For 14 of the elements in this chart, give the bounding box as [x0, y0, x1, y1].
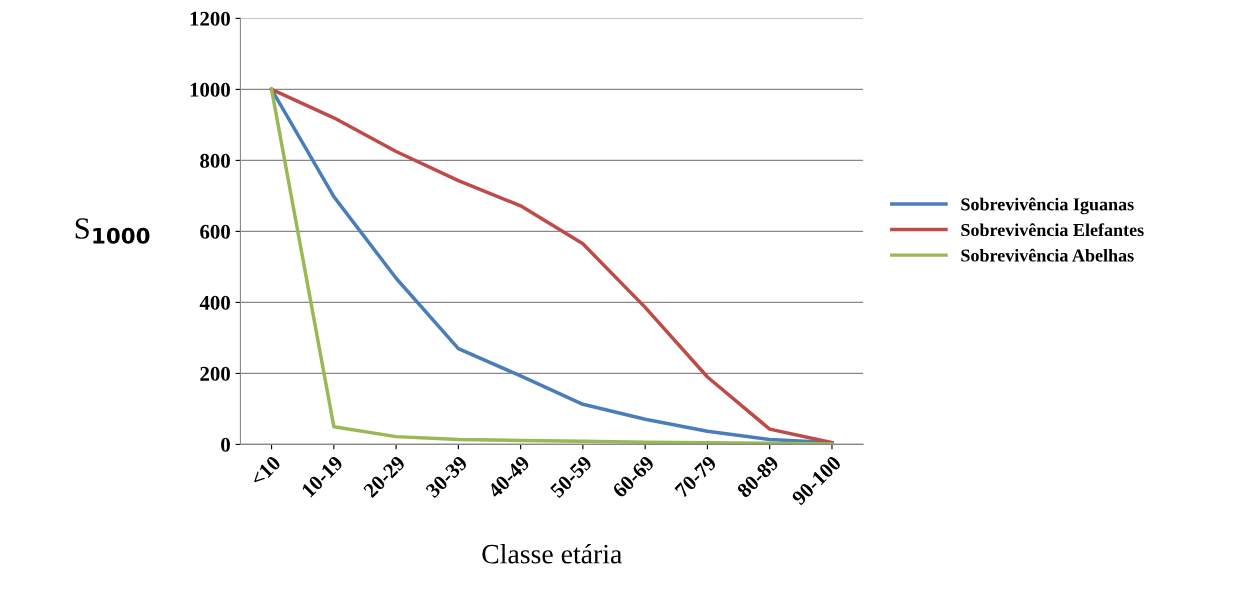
y-tick-label: 200	[200, 366, 230, 381]
y-tick-label: 600	[200, 224, 230, 239]
y-tick-label: 400	[199, 295, 230, 310]
y-tick-label: 1000	[190, 82, 230, 97]
y-axis-title: S$_{1000}$	[75, 218, 150, 244]
legend-label: Sobrevivência Abelhas	[961, 248, 1134, 262]
x-tick-label: <10	[249, 455, 282, 487]
y-tick-label: 0	[221, 437, 230, 452]
y-tick-label: 800	[200, 153, 230, 168]
line-series	[269, 87, 834, 445]
y-tick-label: 1200	[190, 11, 230, 26]
legend-label: Sobrevivência Iguanas	[961, 197, 1134, 215]
legend-label: Sobrevivência Elefantes	[961, 223, 1144, 237]
x-axis-title: Classe etária	[482, 543, 622, 564]
